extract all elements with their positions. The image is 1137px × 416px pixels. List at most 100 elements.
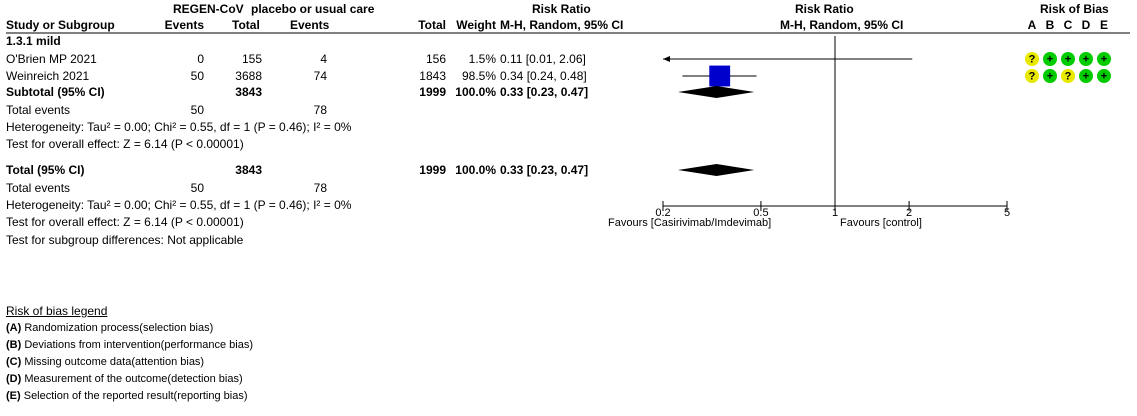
subtotal-label: Subtotal (95% CI) <box>6 85 105 99</box>
study-rr: 0.11 [0.01, 2.06] <box>500 52 586 66</box>
rob-letter-B: B <box>1046 18 1055 32</box>
rob-dot <box>1097 69 1111 83</box>
total-weight: 100.0% <box>455 163 496 177</box>
study-events2: 74 <box>314 69 328 83</box>
subgroup-differences: Test for subgroup differences: Not appli… <box>6 233 244 247</box>
header-study: Study or Subgroup <box>6 18 115 32</box>
total-diamond <box>677 164 755 176</box>
study-row: Weinreich 2021 50 3688 74 1843 98.5% 0.34 [0.2… <box>6 69 587 83</box>
study-effect-square <box>709 65 731 87</box>
rob-letter-C: C <box>1064 18 1073 32</box>
subtotal-total2: 1999 <box>419 85 446 99</box>
rob-dot-symbol: + <box>1065 54 1071 66</box>
rob-legend-letter: (A) <box>6 322 22 334</box>
rob-legend-text: Deviations from intervention(performance… <box>21 339 253 351</box>
axis-tick-label: 2 <box>906 207 912 219</box>
rob-letter-E: E <box>1100 18 1108 32</box>
subgroup-overall-effect: Test for overall effect: Z = 6.14 (P < 0… <box>6 137 244 151</box>
total-overall-effect: Test for overall effect: Z = 6.14 (P < 0… <box>6 215 244 229</box>
total-rr: 0.33 [0.23, 0.47] <box>500 163 588 177</box>
total-total1: 3843 <box>235 163 262 177</box>
rob-dot <box>1043 52 1057 66</box>
rob-dot <box>1043 69 1057 83</box>
study-row: O'Brien MP 2021 0 155 4 156 1.5% 0.11 [0.01, 2… <box>6 52 586 66</box>
rob-dot-symbol: + <box>1047 54 1053 66</box>
total-events-label: Total events <box>6 181 70 195</box>
study-name: O'Brien MP 2021 <box>6 52 97 66</box>
rob-legend-item: (A) Randomization process(selection bias… <box>6 322 213 334</box>
rob-dot-symbol: + <box>1083 71 1089 83</box>
rob-dot <box>1025 52 1039 66</box>
rob-letter-D: D <box>1082 18 1091 32</box>
rob-legend-text: Selection of the reported result(reporti… <box>20 390 248 402</box>
study-events1: 50 <box>191 69 205 83</box>
rob-dot <box>1061 69 1075 83</box>
study-events1: 0 <box>197 52 204 66</box>
rob-dot-symbol: + <box>1101 71 1107 83</box>
total-heterogeneity: Heterogeneity: Tau² = 0.00; Chi² = 0.55,… <box>6 198 352 212</box>
study-events2: 4 <box>320 52 327 66</box>
study-name: Weinreich 2021 <box>6 69 89 83</box>
rob-legend-item: (B) Deviations from intervention(perform… <box>6 339 253 351</box>
rob-legend-text: Missing outcome data(attention bias) <box>21 356 205 368</box>
favours-right: Favours [control] <box>840 217 922 229</box>
header-events2: Events <box>290 18 330 32</box>
rob-dot <box>1097 52 1111 66</box>
x-axis: 0.2 0.5 1 2 5 <box>655 201 1010 219</box>
forest-plot: REGEN-CoV placebo or usual care Risk Rat… <box>6 2 1130 247</box>
total-events1: 50 <box>191 181 205 195</box>
rob-legend-letter: (B) <box>6 339 22 351</box>
axis-tick-label: 1 <box>832 207 838 219</box>
ci-arrow-left <box>663 56 670 62</box>
subtotal-total1: 3843 <box>235 85 262 99</box>
study-total1: 3688 <box>235 69 262 83</box>
header-group-rr-plot: Risk Ratio <box>795 2 854 16</box>
rob-legend-letter: (D) <box>6 373 22 385</box>
rob-dot-symbol: + <box>1083 54 1089 66</box>
rob-legend-item: (C) Missing outcome data(attention bias) <box>6 356 204 368</box>
axis-tick-label: 5 <box>1004 207 1010 219</box>
header-total2: Total <box>418 18 446 32</box>
rob-legend-text: Randomization process(selection bias) <box>21 322 214 334</box>
subgroup-heterogeneity: Heterogeneity: Tau² = 0.00; Chi² = 0.55,… <box>6 120 352 134</box>
rob-dot-symbol: + <box>1101 54 1107 66</box>
total-total2: 1999 <box>419 163 446 177</box>
study-weight: 1.5% <box>469 52 497 66</box>
header-group-placebo: placebo or usual care <box>251 2 375 16</box>
subtotal-diamond <box>677 86 755 98</box>
plot-marks: ? + + + +? +? + + <box>663 36 1111 208</box>
rob-dot <box>1061 52 1075 66</box>
rob-dot <box>1079 52 1093 66</box>
header-group-rr: Risk Ratio <box>532 2 591 16</box>
rob-dot-symbol: ? <box>1029 54 1036 66</box>
total-events2: 78 <box>314 181 328 195</box>
total-label: Total (95% CI) <box>6 163 84 177</box>
header-group-rob: Risk of Bias <box>1040 2 1109 16</box>
header-rr-method: M-H, Random, 95% CI <box>500 18 623 32</box>
rob-dot-symbol: ? <box>1065 71 1072 83</box>
rob-legend-item: (D) Measurement of the outcome(detection… <box>6 373 243 385</box>
rob-letter-A: A <box>1028 18 1037 32</box>
rob-legend-letter: (C) <box>6 356 22 368</box>
header-group-regen: REGEN-CoV <box>173 2 244 16</box>
study-total2: 156 <box>426 52 446 66</box>
rob-dot <box>1025 69 1039 83</box>
rob-dot-symbol: + <box>1047 71 1053 83</box>
subgroup-label: 1.3.1 mild <box>6 34 61 48</box>
study-total1: 155 <box>242 52 262 66</box>
rob-legend-text: Measurement of the outcome(detection bia… <box>21 373 243 385</box>
study-total2: 1843 <box>419 69 446 83</box>
rob-legend-item: (E) Selection of the reported result(rep… <box>6 390 248 402</box>
rob-dot-symbol: ? <box>1029 71 1036 83</box>
subgroup-events1: 50 <box>191 103 205 117</box>
rob-legend-letter: (E) <box>6 390 21 402</box>
subtotal-rr: 0.33 [0.23, 0.47] <box>500 85 588 99</box>
subgroup-events-label: Total events <box>6 103 70 117</box>
study-weight: 98.5% <box>462 69 496 83</box>
header-total1: Total <box>232 18 260 32</box>
subtotal-weight: 100.0% <box>455 85 496 99</box>
subgroup-events2: 78 <box>314 103 328 117</box>
favours-left: Favours [Casirivimab/Imdevimab] <box>608 217 771 229</box>
header-events1: Events <box>165 18 205 32</box>
